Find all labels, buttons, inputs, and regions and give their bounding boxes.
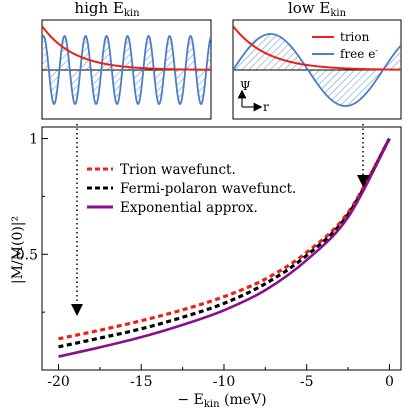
x-ticks: -20 -15 -10 -5 0 — [47, 364, 394, 390]
curves — [58, 137, 391, 358]
y-tick-label: 1 — [29, 132, 38, 148]
inset-right-axes-glyph: Ψ r — [237, 79, 269, 114]
legend-trion-label: trion — [340, 30, 370, 44]
x-tick-label: -15 — [130, 374, 153, 390]
exponential-approx-curve — [58, 137, 391, 358]
plot-frame — [41, 126, 402, 371]
x-tick-label: -20 — [47, 374, 70, 390]
legend-trion-wf-label: Trion wavefunct. — [120, 162, 236, 178]
x-tick-label: 0 — [385, 374, 394, 390]
inset-right-trion-curve — [233, 25, 401, 71]
fermi-polaron-curve — [58, 137, 391, 349]
legend-free-electron-label: free e- — [340, 46, 378, 61]
inset-low-ekin: low Ekin trion free e- Ψ r — [232, 0, 402, 120]
inset-right-legend: trion free e- — [312, 30, 378, 61]
psi-axis-label: Ψ — [240, 79, 251, 93]
x-axis-label: − Ekin (meV) — [177, 392, 266, 410]
x-tick-label: -10 — [213, 374, 236, 390]
inset-right-title: low Ekin — [288, 0, 347, 19]
trion-wavefunction-curve — [58, 137, 391, 341]
r-axis-label: r — [263, 100, 269, 114]
y-ticks: 0.51 — [16, 132, 48, 313]
y-tick-label: 0.5 — [16, 247, 38, 263]
inset-left-trion-curve — [42, 25, 211, 71]
inset-right-free-electron-curve — [233, 33, 401, 107]
inset-left-free-electron-curve — [42, 34, 211, 106]
main-legend: Trion wavefunct. Fermi-polaron wavefunct… — [87, 162, 296, 216]
legend-exponential-label: Exponential approx. — [120, 200, 258, 216]
inset-high-ekin: high Ekin — [41, 0, 212, 120]
main-plot: -20 -15 -10 -5 0 0.51 Trion wavefunct. Fermi… — [10, 124, 402, 410]
y-axis-label: |M/M(0)|² — [10, 216, 26, 284]
x-tick-label: -5 — [300, 374, 314, 390]
inset-left-title: high Ekin — [74, 0, 140, 19]
legend-fermi-polaron-label: Fermi-polaron wavefunct. — [120, 181, 296, 197]
